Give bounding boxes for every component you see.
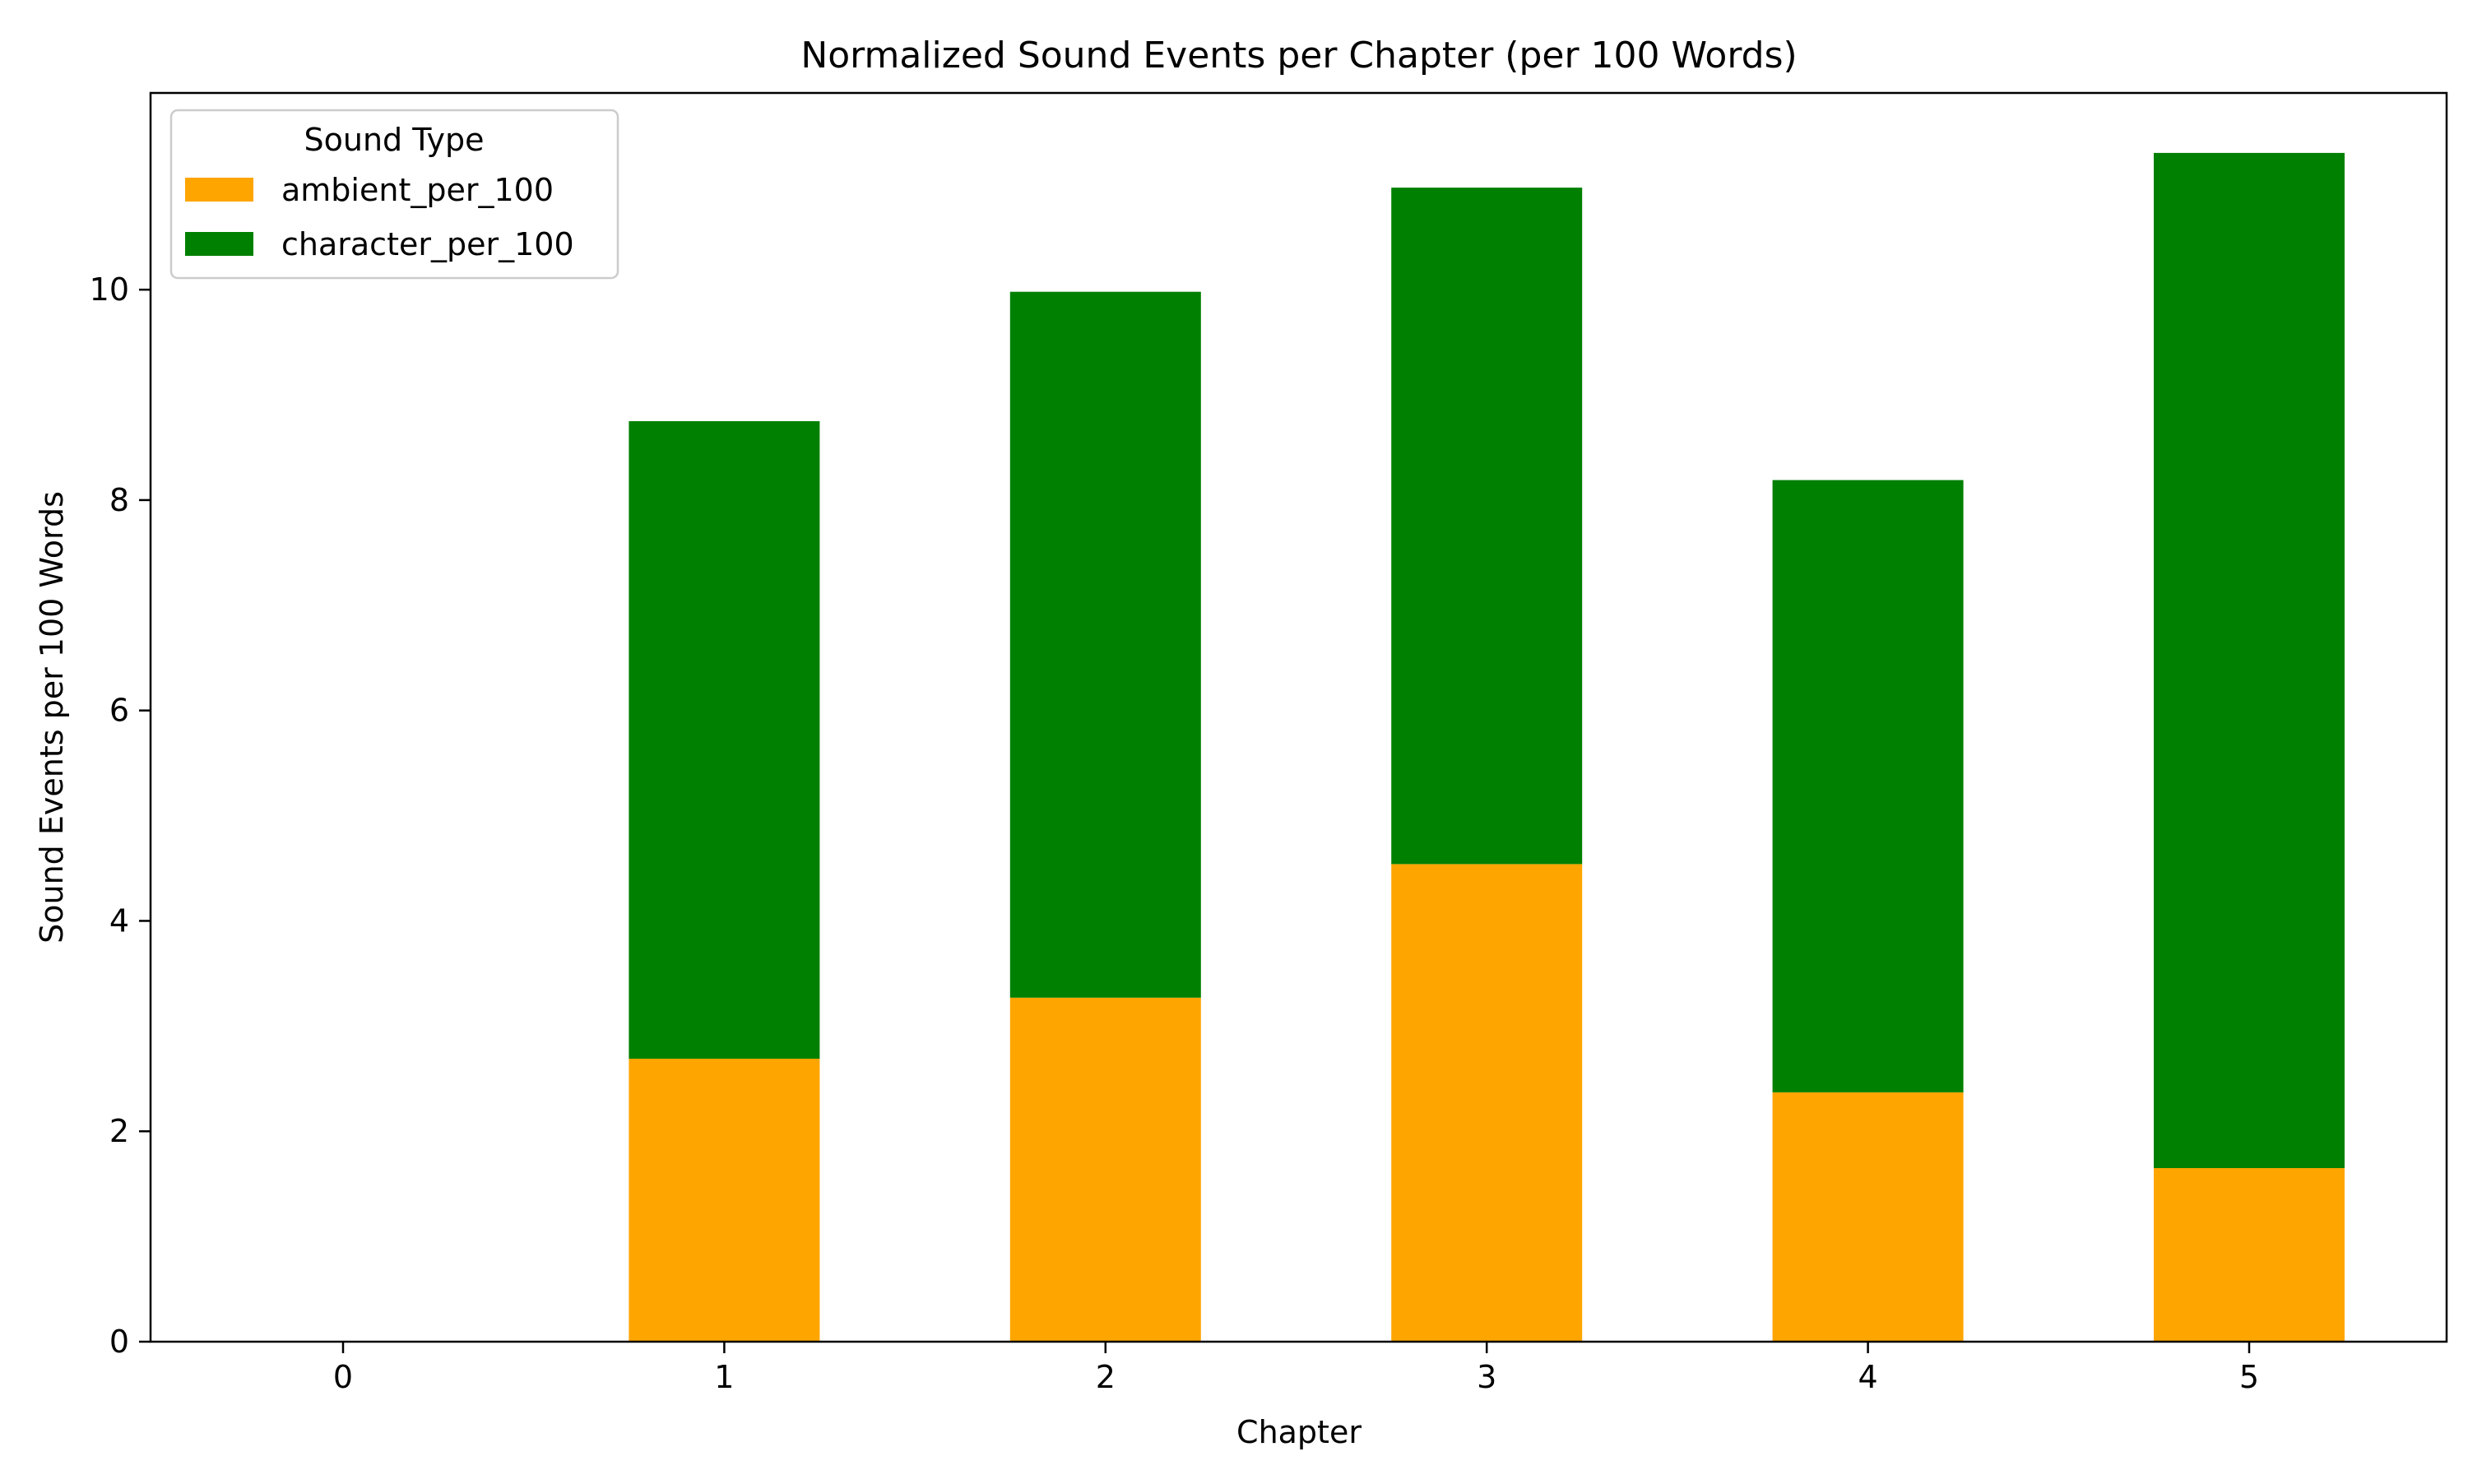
bar-ambient-per-100-chapter-4 [1772, 1092, 1964, 1342]
x-tick-label: 4 [1858, 1359, 1878, 1395]
bar-character-per-100-chapter-4 [1772, 480, 1964, 1092]
bar-ambient-per-100-chapter-3 [1391, 864, 1583, 1342]
bar-ambient-per-100-chapter-2 [1009, 997, 1201, 1342]
x-tick-label: 0 [333, 1359, 353, 1395]
x-tick-label: 2 [1096, 1359, 1116, 1395]
y-axis-label: Sound Events per 100 Words [34, 491, 70, 944]
bar-ambient-per-100-chapter-1 [629, 1059, 820, 1342]
bars-layer [629, 152, 2345, 1342]
y-tick-label: 6 [109, 693, 129, 729]
y-axis: 0 2 4 6 8 10 [90, 271, 151, 1360]
legend-title: Sound Type [304, 122, 484, 158]
bar-character-per-100-chapter-2 [1009, 291, 1201, 998]
x-axis-label: Chapter [1236, 1414, 1362, 1450]
x-tick-label: 1 [714, 1359, 734, 1395]
x-tick-label: 3 [1477, 1359, 1496, 1395]
bar-ambient-per-100-chapter-5 [2154, 1168, 2345, 1342]
legend-label-character: character_per_100 [281, 226, 574, 262]
y-tick-label: 10 [90, 271, 129, 308]
bar-character-per-100-chapter-1 [629, 421, 820, 1059]
y-tick-label: 4 [109, 902, 129, 939]
x-axis: 0 1 2 3 4 5 [333, 1342, 2259, 1395]
chart-title: Normalized Sound Events per Chapter (per… [800, 35, 1797, 77]
bar-character-per-100-chapter-5 [2154, 152, 2345, 1168]
y-tick-label: 8 [109, 482, 129, 518]
legend-swatch-character [185, 232, 253, 256]
y-tick-label: 0 [109, 1324, 129, 1360]
y-tick-label: 2 [109, 1113, 129, 1149]
legend: Sound Type ambient_per_100 character_per… [169, 109, 619, 280]
x-tick-label: 5 [2239, 1359, 2259, 1395]
legend-frame [169, 109, 619, 280]
legend-swatch-ambient [185, 178, 253, 202]
bar-character-per-100-chapter-3 [1391, 188, 1583, 865]
plot-frame [149, 91, 2448, 1343]
legend-label-ambient: ambient_per_100 [281, 172, 554, 208]
